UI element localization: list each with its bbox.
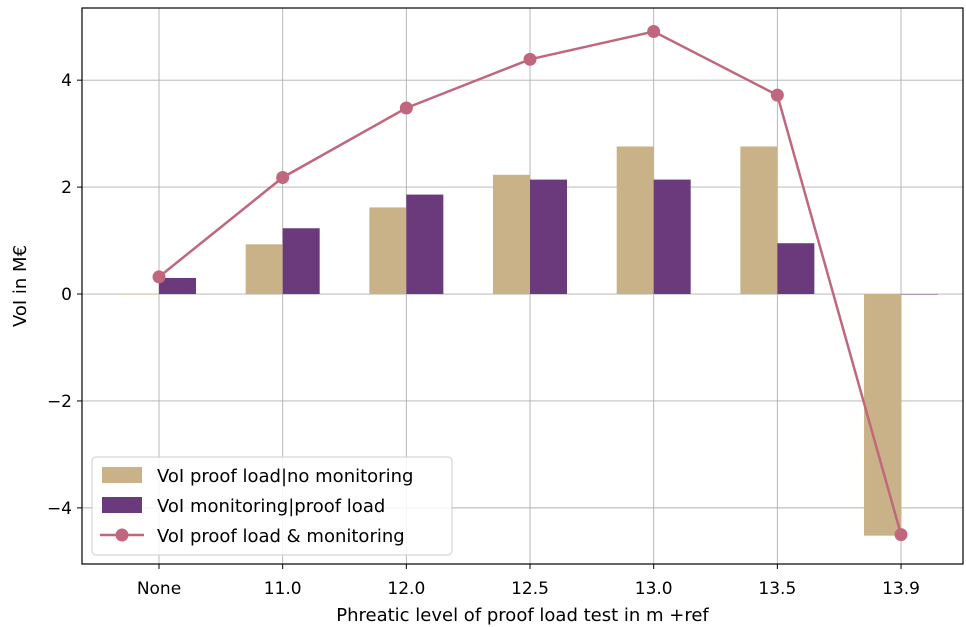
x-tick-label: 13.9 [882,579,920,599]
bar-series-2 [406,194,444,295]
legend: VoI proof load|no monitoring VoI monitori… [91,456,453,556]
x-tick-label: None [137,579,181,599]
plot-frame [81,7,964,565]
legend-swatch [102,497,142,513]
bar-series-1 [493,174,531,295]
ticks-layer: None 11.0 12.0 12.5 13.0 13.5 13.9 −4 −2 0 2 4 [47,71,920,599]
line-point [152,270,166,284]
bar-series-2 [901,294,939,295]
bar-series-1 [616,146,654,295]
line-layer [152,25,908,542]
y-tick-label: 2 [61,178,72,198]
line-point [276,170,290,184]
y-tick-label: −4 [47,499,72,519]
line-point [523,52,537,66]
bar-series-2 [653,179,691,295]
x-tick-label: 12.5 [511,579,549,599]
bar-series-2 [530,179,568,295]
bar-series-2 [777,243,815,295]
x-tick-label: 13.0 [635,579,673,599]
line-point [399,101,413,115]
legend-label: VoI monitoring|proof load [157,496,385,517]
x-tick-label: 12.0 [387,579,425,599]
bar-series-1 [245,244,283,295]
bar-series-1 [864,294,902,536]
legend-marker [115,528,129,542]
legend-box [91,456,453,556]
x-tick-label: 11.0 [264,579,302,599]
line-point [894,528,908,542]
bar-series-1 [740,146,778,295]
legend-label: VoI proof load|no monitoring [157,466,413,487]
y-tick-label: 4 [61,71,72,91]
line-point [647,25,661,39]
x-tick-label: 13.5 [758,579,796,599]
legend-label: VoI proof load & monitoring [157,526,405,547]
bar-series-2 [159,277,196,295]
bars-layer [122,146,939,536]
legend-swatch [102,467,142,483]
bar-series-1 [122,294,159,295]
bar-series-1 [369,207,407,295]
y-tick-label: −2 [47,392,72,412]
x-axis-label: Phreatic level of proof load test in m +… [336,605,709,626]
line-point [770,88,784,102]
bar-series-2 [282,228,320,295]
y-axis-label: VoI in M€ [10,245,31,327]
y-tick-label: 0 [61,285,72,305]
